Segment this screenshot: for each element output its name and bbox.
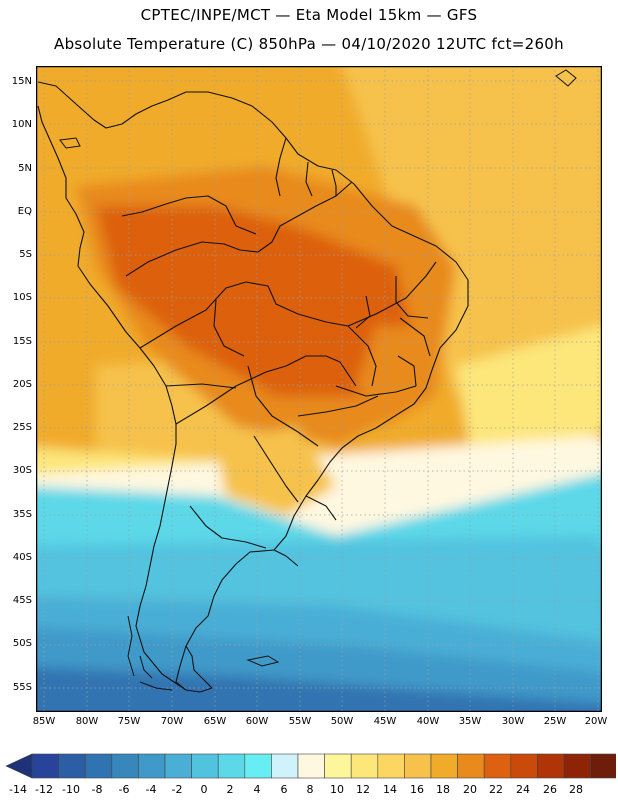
lon-label: 55W [288, 716, 312, 727]
colorbar-swatch [457, 753, 485, 779]
lon-label: 30W [501, 716, 525, 727]
colorbar-tick-label: 24 [516, 783, 530, 796]
colorbar-swatch [404, 753, 432, 779]
lat-label: 10S [12, 292, 32, 303]
lat-label: EQ [17, 206, 32, 217]
lat-label: 15N [11, 76, 32, 87]
islands [59, 69, 577, 691]
lon-label: 35W [458, 716, 482, 727]
colorbar-tick-label: 14 [383, 783, 397, 796]
colorbar-swatch [244, 753, 272, 779]
colorbar-tick-label: -10 [62, 783, 80, 796]
colorbar-tick-label: -14 [9, 783, 27, 796]
colorbar-swatch [58, 753, 86, 779]
colorbar-swatch [138, 753, 166, 779]
lat-label: 5N [18, 163, 32, 174]
colorbar-tick-label: 4 [253, 783, 261, 796]
colorbar-boxes [31, 753, 616, 779]
lon-label: 75W [117, 716, 141, 727]
lat-label: 5S [19, 249, 32, 260]
colorbar-tick-label: 2 [226, 783, 234, 796]
colorbar-tick-label: 16 [410, 783, 424, 796]
chart-subtitle: Absolute Temperature (C) 850hPa — 04/10/… [54, 35, 564, 53]
lat-label: 15S [12, 336, 32, 347]
coastlines [37, 81, 469, 693]
colorbar-swatch [191, 753, 219, 779]
colorbar-tick-label: 8 [306, 783, 314, 796]
lat-label: 20S [12, 379, 32, 390]
lon-label: 80W [75, 716, 99, 727]
colorbar-swatch [590, 753, 616, 779]
colorbar-tick-label: 10 [330, 783, 344, 796]
colorbar-swatch [31, 753, 59, 779]
lat-label: 35S [12, 509, 32, 520]
colorbar-swatch [377, 753, 405, 779]
colorbar-swatch [164, 753, 192, 779]
lon-label: 45W [373, 716, 397, 727]
colorbar-tick-label: 12 [356, 783, 370, 796]
colorbar-swatch [217, 753, 246, 779]
colorbar-swatch [510, 753, 538, 779]
lat-label: 55S [12, 682, 32, 693]
lat-label: 40S [12, 552, 32, 563]
colorbar-swatch [563, 753, 591, 779]
colorbar-swatch [537, 753, 565, 779]
colorbar-tick-label: 18 [436, 783, 450, 796]
colorbar-swatch [324, 753, 352, 779]
lon-label: 85W [32, 716, 56, 727]
colorbar-tick-label: 20 [463, 783, 477, 796]
lat-label: 45S [12, 595, 32, 606]
map-border [36, 66, 602, 712]
lon-label: 50W [330, 716, 354, 727]
temperature-map [36, 66, 602, 712]
colorbar-tick-label: 0 [200, 783, 208, 796]
lon-label: 40W [416, 716, 440, 727]
colorbar-under-arrow [5, 753, 33, 779]
lat-label: 25S [12, 422, 32, 433]
lon-label: 70W [160, 716, 184, 727]
colorbar-tick-label: 6 [280, 783, 288, 796]
colorbar-tick-label: 26 [543, 783, 557, 796]
lon-label: 25W [543, 716, 567, 727]
colorbar-tick-label: -4 [145, 783, 157, 796]
colorbar-swatch [483, 753, 512, 779]
colorbar-swatch [430, 753, 458, 779]
colorbar [5, 753, 616, 779]
colorbar-swatch [111, 753, 139, 779]
lon-label: 65W [203, 716, 227, 727]
colorbar-tick-label: -12 [35, 783, 53, 796]
lon-label: 20W [584, 716, 608, 727]
colorbar-tick-label: -6 [118, 783, 130, 796]
chart-title: CPTEC/INPE/MCT — Eta Model 15km — GFS [140, 6, 478, 24]
colorbar-swatch [350, 753, 379, 779]
colorbar-tick-label: -2 [171, 783, 183, 796]
colorbar-swatch [297, 753, 325, 779]
colorbar-swatch [271, 753, 299, 779]
colorbar-swatch [84, 753, 113, 779]
lat-label: 10N [11, 119, 32, 130]
lat-label: 30S [12, 465, 32, 476]
temperature-field [36, 66, 602, 712]
colorbar-tick-label: 28 [569, 783, 583, 796]
lat-label: 50S [12, 638, 32, 649]
colorbar-tick-label: -8 [91, 783, 103, 796]
colorbar-tick-label: 22 [489, 783, 503, 796]
lon-label: 60W [245, 716, 269, 727]
